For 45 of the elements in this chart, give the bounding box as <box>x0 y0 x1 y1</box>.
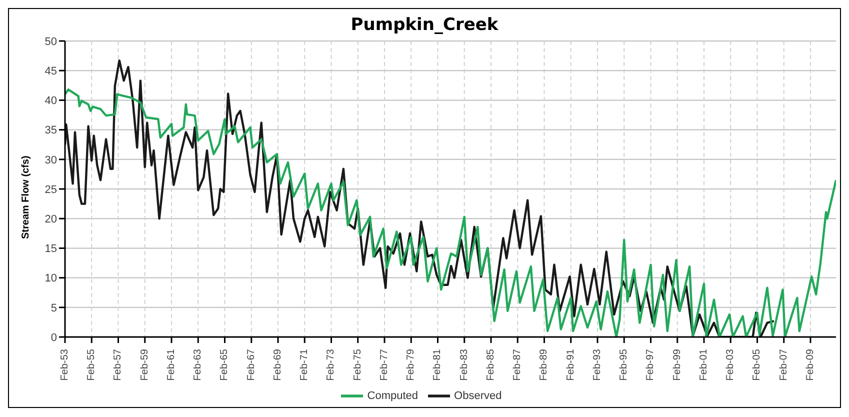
x-tick-label: Feb-75 <box>352 348 364 381</box>
y-tick-label: 25 <box>44 184 57 196</box>
x-tick-label: Feb-61 <box>166 348 177 381</box>
x-tick-label: Feb-07 <box>778 348 790 381</box>
y-tick-label: 5 <box>50 302 57 314</box>
x-tick-label: Feb-81 <box>432 348 444 381</box>
x-tick-label: Feb-65 <box>219 348 230 381</box>
x-tick-label: Feb-09 <box>804 348 816 381</box>
y-tick-label: 20 <box>44 214 57 226</box>
x-tick-label: Feb-71 <box>299 348 310 381</box>
x-tick-label: Feb-97 <box>645 348 656 381</box>
x-tick-label: Feb-95 <box>618 348 630 381</box>
x-tick-label: Feb-05 <box>752 348 763 381</box>
y-tick-label: 15 <box>44 243 57 256</box>
legend-label: Computed <box>367 390 418 402</box>
x-tick-label: Feb-69 <box>272 348 284 381</box>
y-tick-label: 40 <box>44 95 57 108</box>
x-tick-label: Feb-67 <box>246 348 257 381</box>
x-tick-label: Feb-01 <box>698 348 710 381</box>
x-tick-label: Feb-03 <box>725 348 736 381</box>
x-tick-label: Feb-93 <box>592 348 603 381</box>
legend-label: Observed <box>454 390 502 402</box>
x-tick-label: Feb-83 <box>458 348 470 381</box>
y-tick-label: 10 <box>44 272 57 285</box>
chart-title: Pumpkin_Creek <box>350 14 500 37</box>
x-tick-label: Feb-55 <box>86 348 98 381</box>
x-tick-label: Feb-91 <box>565 348 576 381</box>
x-tick-label: Feb-79 <box>406 348 417 381</box>
y-tick-label: 45 <box>44 66 57 78</box>
x-tick-label: Feb-85 <box>485 348 496 381</box>
x-tick-label: Feb-99 <box>672 348 683 381</box>
x-tick-label: Feb-89 <box>538 348 550 381</box>
y-tick-label: 30 <box>44 154 57 166</box>
y-tick-label: 0 <box>50 332 57 344</box>
y-tick-label: 50 <box>44 36 57 48</box>
x-tick-label: Feb-63 <box>192 348 204 381</box>
x-tick-label: Feb-77 <box>378 348 390 381</box>
y-tick-label: 35 <box>44 124 57 137</box>
x-tick-label: Feb-53 <box>60 348 70 381</box>
x-tick-label: Feb-87 <box>512 348 524 381</box>
x-tick-label: Feb-57 <box>112 348 124 381</box>
x-tick-label: Feb-73 <box>326 348 337 381</box>
line-series <box>65 59 775 337</box>
x-tick-label: Feb-59 <box>139 348 150 381</box>
y-axis-title: Stream Flow (cfs) <box>20 156 32 239</box>
